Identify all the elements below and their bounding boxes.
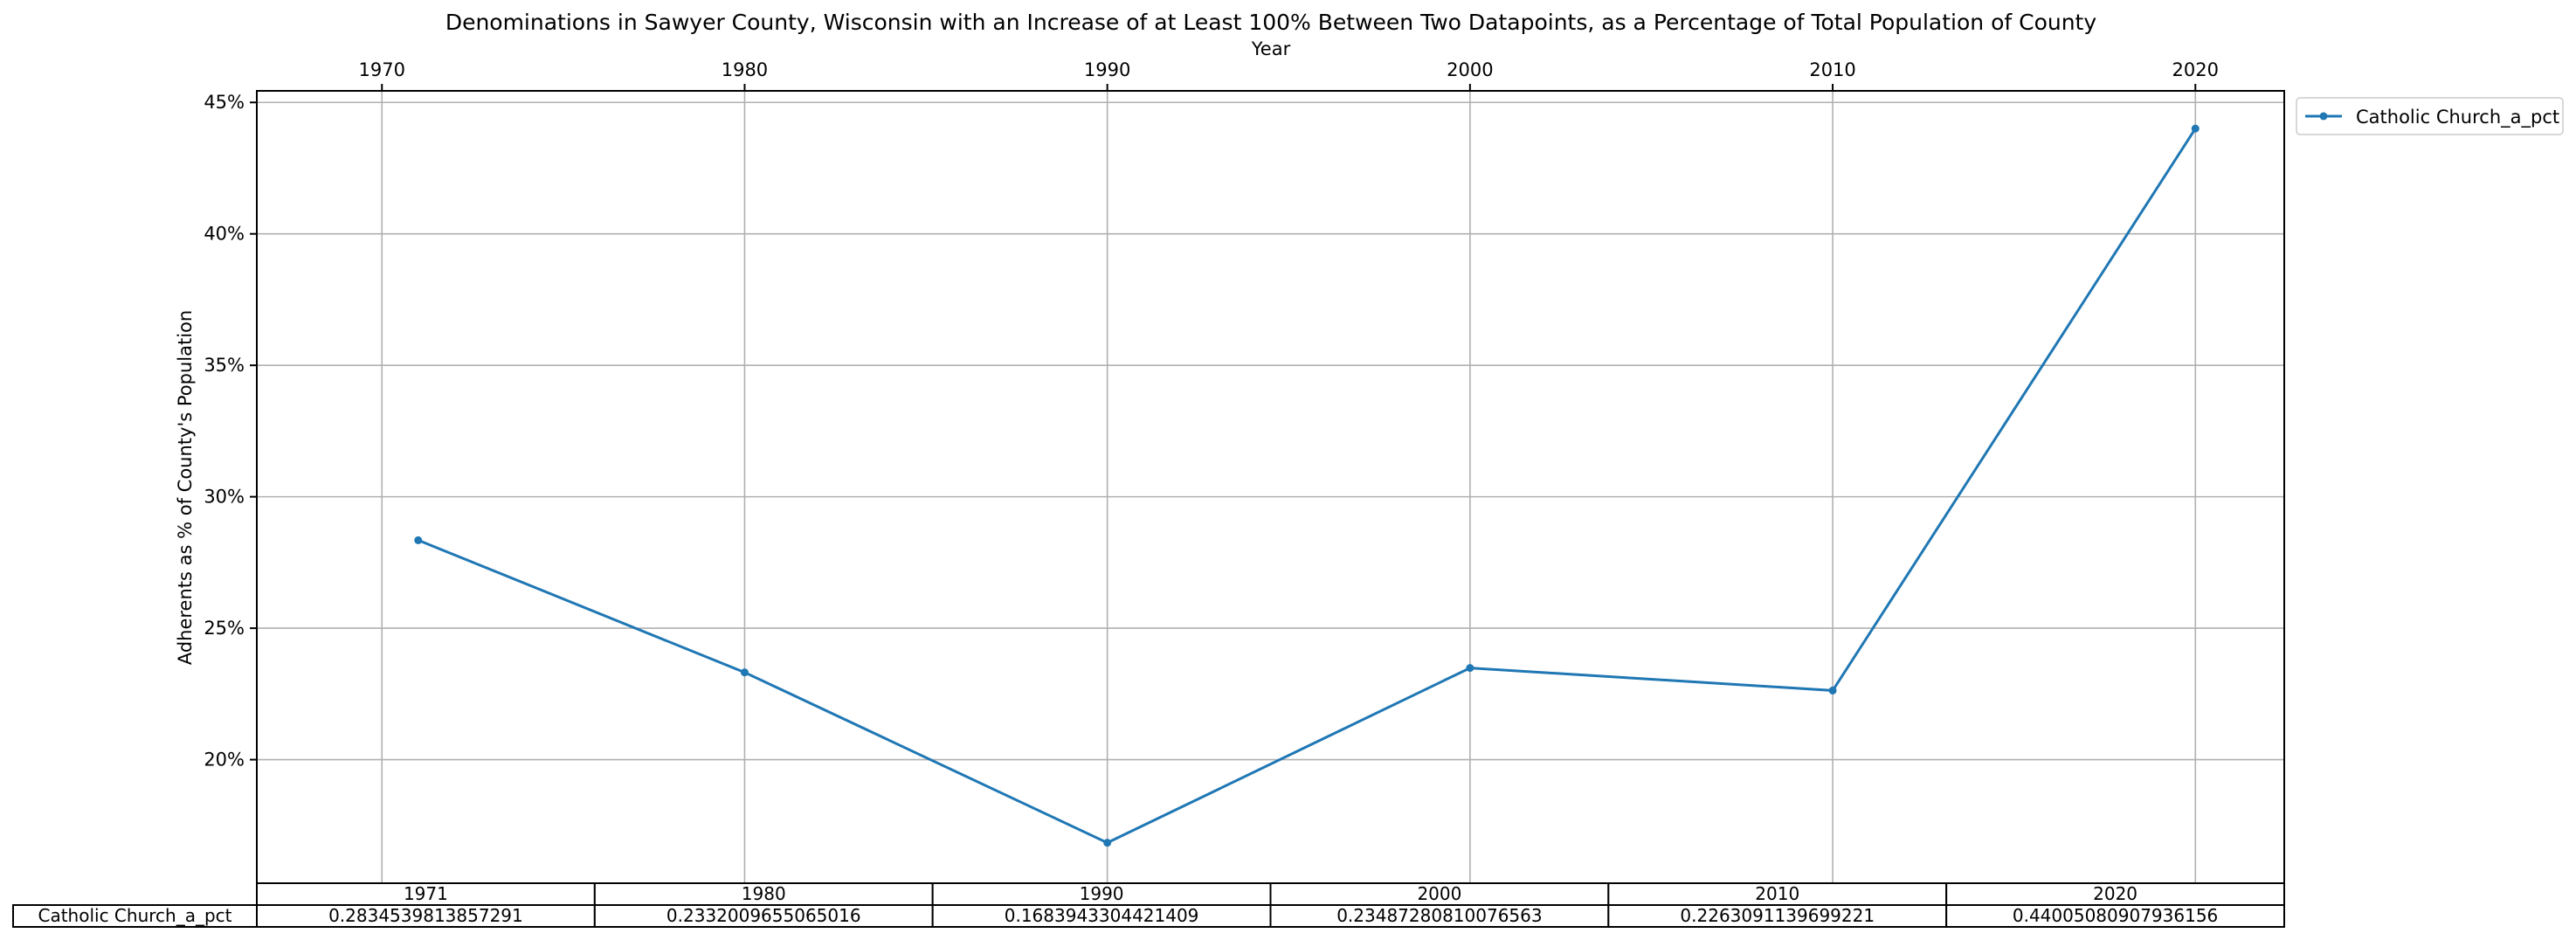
table-cell <box>593 904 934 928</box>
y-tick-label: 30% <box>204 487 245 508</box>
series-line <box>418 128 2197 845</box>
x-tick-label: 1970 <box>359 59 405 80</box>
table-header-label: 2000 <box>1417 883 1461 904</box>
data-point <box>1828 686 1837 695</box>
data-point <box>740 668 749 677</box>
y-tick-label: 45% <box>204 92 245 113</box>
x-tick-label: 1990 <box>1084 59 1130 80</box>
table-header-label: 1990 <box>1080 883 1124 904</box>
series-layer <box>414 124 2200 847</box>
x-axis-label: Year <box>1251 38 1291 59</box>
table-cell-value: 0.1683943304421409 <box>1005 905 1199 926</box>
table-cell-value: 0.2834539813857291 <box>328 905 523 926</box>
chart-title: Denominations in Sawyer County, Wisconsi… <box>445 10 2097 35</box>
data-point <box>1466 664 1474 673</box>
legend-label: Catholic Church_a_pct <box>2356 107 2559 128</box>
table-header-label: 2010 <box>1755 883 1799 904</box>
table-cell <box>1607 904 1948 928</box>
y-axis-label: Adherents as % of County's Population <box>175 310 196 665</box>
x-tick-label: 2010 <box>1809 59 1855 80</box>
legend-point-marker <box>2319 112 2328 121</box>
table-cell-value: 0.23487280810076563 <box>1336 905 1542 926</box>
data-point <box>1103 839 1112 847</box>
table-header-label: 1980 <box>742 883 786 904</box>
y-tick-label: 25% <box>204 618 245 639</box>
data-table: 1971 1980 1990 2000 2010 2020 Catholic Church_… <box>12 882 2286 928</box>
x-tick-label: 2000 <box>1447 59 1493 80</box>
x-tick-label: 1980 <box>722 59 768 80</box>
table-header-cell <box>1945 882 2286 906</box>
legend-box <box>2296 97 2564 135</box>
table-header-label: 1971 <box>404 883 448 904</box>
table-cell <box>1945 904 2286 928</box>
y-tick-label: 20% <box>204 750 245 771</box>
table-cell-value: 0.44005080907936156 <box>2013 905 2218 926</box>
table-cell-value: 0.2332009655065016 <box>666 905 861 926</box>
data-point <box>2191 124 2200 133</box>
table-row-label: Catholic Church_a_pct <box>38 905 231 926</box>
x-tick-label: 2020 <box>2172 59 2219 80</box>
table-header-label: 2020 <box>2093 883 2137 904</box>
table-cell-value: 0.2263091139699221 <box>1680 905 1875 926</box>
table-header-cell <box>1607 882 1948 906</box>
table-row-label-cell <box>12 904 258 928</box>
table-header-cell <box>931 882 1272 906</box>
table-cell <box>931 904 1272 928</box>
table-cell <box>1269 904 1610 928</box>
y-tick-label: 35% <box>204 355 245 376</box>
grid <box>257 91 2284 883</box>
y-tick-label: 40% <box>204 224 245 245</box>
legend: Catholic Church_a_pct <box>2296 97 2564 135</box>
x-axis: 1970 1980 1990 2000 2010 2020 <box>359 59 2219 91</box>
y-axis: 20% 25% 30% 35% 40% 45% <box>204 92 257 771</box>
data-point <box>414 536 423 544</box>
